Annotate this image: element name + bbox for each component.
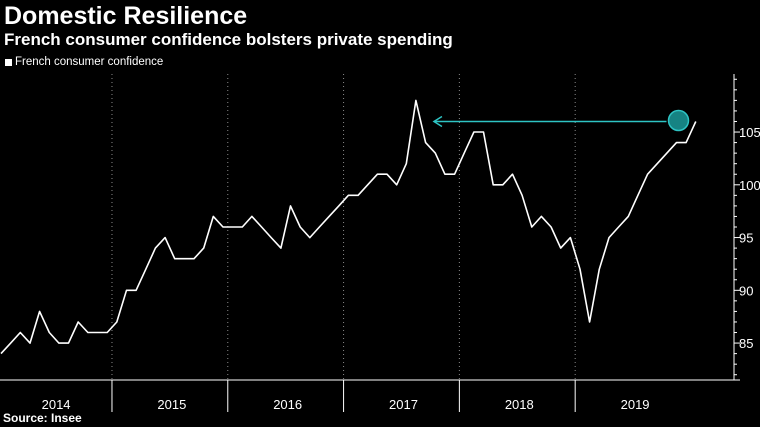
annotation-arrow-head (432, 115, 443, 128)
y-tick-label: 90 (739, 283, 753, 298)
y-axis-ticks: 85 90 95 100 105 (734, 78, 760, 376)
series-line-french-consumer-confidence (0, 99, 697, 355)
x-tick-label: 2018 (505, 397, 534, 412)
x-tick-label: 2017 (389, 397, 418, 412)
chart-title: Domestic Resilience (4, 2, 248, 30)
grid-lines (111, 74, 576, 380)
source-note: Source: Insee (3, 411, 82, 425)
legend: French consumer confidence (5, 56, 163, 68)
y-tick-label: 95 (739, 231, 753, 246)
legend-label: French consumer confidence (15, 56, 164, 68)
y-tick-label: 100 (739, 178, 760, 193)
y-tick-label: 105 (739, 125, 760, 140)
y-tick-label: 85 (739, 336, 753, 351)
legend-swatch (5, 58, 12, 66)
annotation-arrow (432, 109, 690, 132)
axes (0, 74, 740, 412)
x-tick-label: 2019 (621, 397, 650, 412)
x-tick-label: 2016 (273, 397, 302, 412)
x-axis-labels: 2014 2015 2016 2017 2018 2019 (42, 397, 650, 412)
chart-subtitle: French consumer confidence bolsters priv… (4, 30, 453, 49)
annotation-circle-marker (667, 109, 690, 132)
x-tick-label: 2015 (157, 397, 186, 412)
x-tick-label: 2014 (42, 397, 71, 412)
